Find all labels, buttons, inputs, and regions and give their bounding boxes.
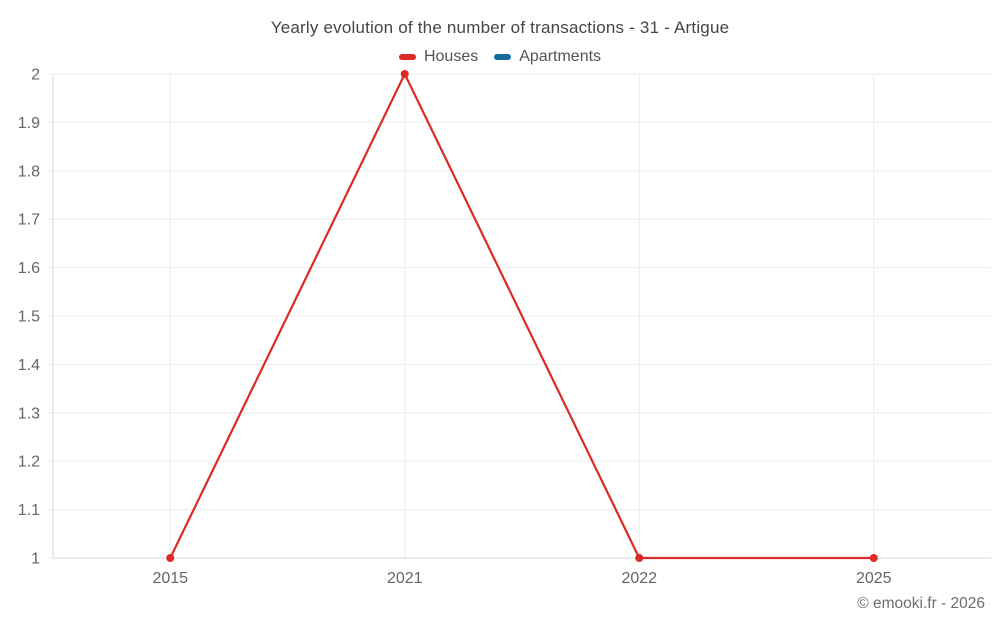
legend-swatch-apartments bbox=[494, 54, 512, 60]
data-point-houses-2022[interactable] bbox=[635, 554, 644, 562]
y-axis-label: 1.8 bbox=[18, 163, 40, 180]
y-axis-label: 2 bbox=[31, 67, 40, 84]
x-axis-label: 2015 bbox=[152, 570, 188, 587]
data-point-houses-2015[interactable] bbox=[166, 554, 175, 562]
y-axis-label: 1 bbox=[31, 551, 40, 568]
legend-swatch-houses bbox=[398, 54, 416, 60]
y-axis-label: 1.4 bbox=[18, 357, 40, 374]
y-axis-label: 1.6 bbox=[18, 260, 40, 277]
legend-label: Houses bbox=[423, 48, 479, 65]
legend-item-apartments[interactable]: Apartments bbox=[494, 48, 601, 66]
y-axis-label: 1.1 bbox=[18, 502, 40, 519]
chart-title: Yearly evolution of the number of transa… bbox=[270, 18, 730, 37]
x-axis-label: 2022 bbox=[621, 570, 657, 587]
y-axis-label: 1.9 bbox=[18, 115, 40, 132]
x-axis-label: 2021 bbox=[387, 570, 423, 587]
y-axis-label: 1.7 bbox=[18, 212, 40, 229]
houses-line bbox=[169, 72, 875, 560]
y-axis-label: 1.5 bbox=[18, 309, 40, 326]
legend-label: Apartments bbox=[519, 48, 602, 65]
copyright-footer: © emooki.fr - 2026 bbox=[857, 595, 985, 612]
x-axis-label: 2025 bbox=[856, 570, 892, 587]
legend: Houses Apartments bbox=[0, 47, 1000, 67]
legend-item-houses[interactable]: Houses bbox=[398, 48, 479, 66]
y-axis-label: 1.2 bbox=[18, 454, 40, 471]
data-point-houses-2021[interactable] bbox=[400, 70, 409, 78]
y-axis-label: 1.3 bbox=[18, 405, 40, 422]
data-point-houses-2025[interactable] bbox=[869, 554, 878, 562]
